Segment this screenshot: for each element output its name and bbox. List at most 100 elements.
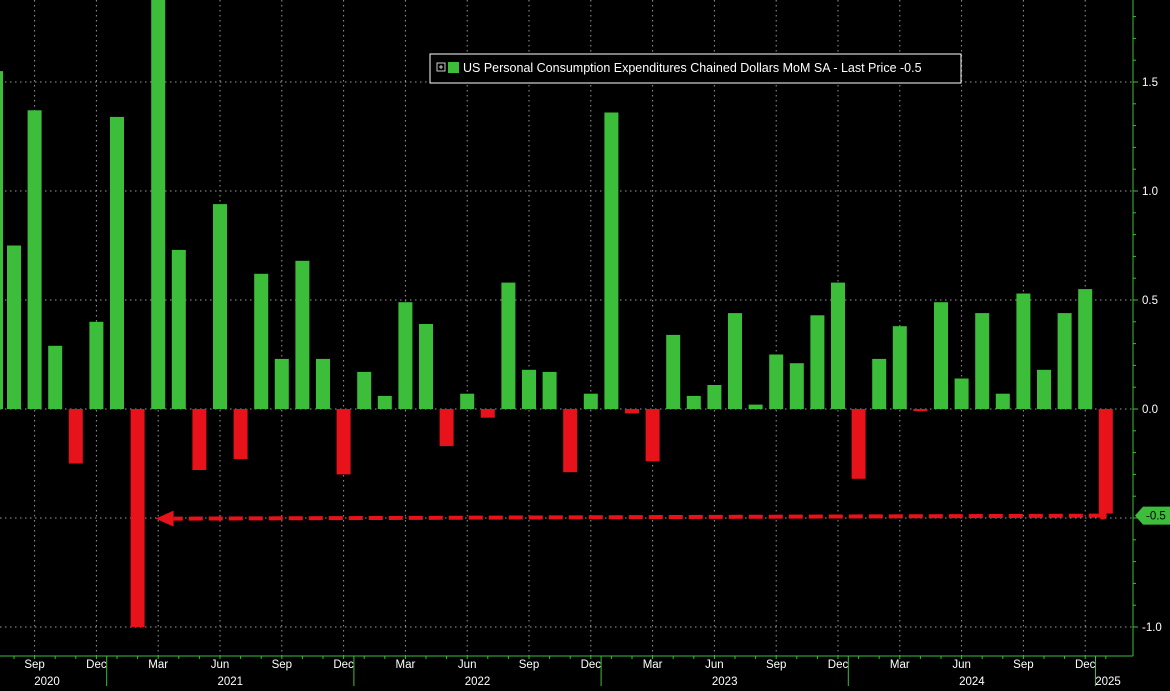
x-year-label: 2024 — [959, 676, 985, 686]
bar — [995, 393, 1010, 409]
bar — [728, 313, 742, 409]
bar — [110, 116, 124, 410]
bar — [439, 409, 454, 447]
y-tick-label: 0.0 — [1142, 404, 1158, 416]
bar-partial — [0, 71, 3, 409]
x-year-label: 2025 — [1095, 676, 1121, 686]
bar — [171, 249, 186, 409]
x-tick-label: Jun — [952, 659, 971, 671]
y-tick-label: 1.5 — [1142, 77, 1158, 89]
bar — [872, 358, 887, 409]
bar — [542, 371, 557, 409]
bar — [789, 363, 804, 409]
legend-swatch — [448, 62, 459, 73]
x-tick-label: Dec — [581, 659, 602, 671]
annotation-layer — [155, 510, 1107, 527]
legend: US Personal Consumption Expenditures Cha… — [429, 53, 962, 84]
y-tick-label: 1.0 — [1142, 186, 1158, 198]
bar — [1098, 409, 1113, 514]
bar — [1037, 369, 1051, 409]
x-year-label: 2023 — [712, 676, 738, 686]
annotation-origin-dot — [1098, 511, 1107, 520]
x-tick-label: Jun — [211, 659, 230, 671]
bars-layer — [0, 0, 1113, 627]
legend-label: US Personal Consumption Expenditures Cha… — [463, 61, 922, 75]
bar — [1057, 313, 1072, 409]
bar — [686, 395, 701, 409]
x-tick-label: Sep — [1013, 659, 1033, 671]
bar — [254, 273, 269, 409]
bar — [151, 0, 166, 409]
bar — [522, 369, 536, 409]
bar — [274, 358, 289, 409]
bar — [398, 302, 413, 409]
bar — [501, 282, 516, 409]
bar — [460, 393, 475, 409]
bar — [89, 321, 104, 409]
x-tick-label: Dec — [86, 659, 107, 671]
x-tick-label: Jun — [458, 659, 477, 671]
bar — [419, 324, 433, 409]
bar — [604, 112, 619, 409]
bar — [892, 326, 907, 409]
plus-box-icon[interactable] — [436, 62, 446, 72]
bar — [769, 354, 784, 409]
x-tick-label: Sep — [519, 659, 539, 671]
bar — [851, 409, 866, 479]
x-tick-label: Sep — [272, 659, 292, 671]
bar — [316, 358, 330, 409]
grid-layer — [0, 0, 1133, 656]
bar — [707, 385, 722, 409]
x-tick-label: Jun — [705, 659, 724, 671]
x-year-label: 2020 — [34, 676, 60, 686]
bar — [810, 315, 825, 409]
x-year-label: 2022 — [465, 676, 491, 686]
x-tick-label: Dec — [333, 659, 354, 671]
bar — [645, 409, 660, 462]
y-tick-label: -1.0 — [1142, 622, 1162, 634]
bar — [192, 409, 207, 470]
bar — [831, 282, 845, 409]
bar — [1016, 293, 1031, 409]
bar — [295, 260, 310, 409]
bar — [625, 409, 639, 414]
last-price-label: -0.5 — [1146, 511, 1166, 523]
bar — [336, 409, 351, 475]
x-year-label: 2021 — [218, 676, 244, 686]
x-tick-label: Mar — [148, 659, 168, 671]
last-price-tag — [1135, 506, 1170, 525]
bar — [480, 409, 495, 418]
bar — [27, 110, 42, 410]
bar — [130, 409, 145, 627]
bar — [1078, 289, 1093, 409]
x-tick-label: Sep — [766, 659, 786, 671]
x-tick-label: Sep — [24, 659, 44, 671]
bar — [48, 345, 63, 409]
x-tick-label: Dec — [1075, 659, 1096, 671]
bar — [934, 302, 948, 409]
bar — [583, 393, 598, 409]
legend-box — [429, 53, 962, 84]
bar — [975, 313, 990, 409]
bar — [913, 409, 928, 412]
bar — [7, 245, 21, 409]
y-tick-label: 0.5 — [1142, 295, 1158, 307]
bar — [377, 395, 392, 409]
x-tick-label: Mar — [395, 659, 415, 671]
x-tick-label: Mar — [643, 659, 663, 671]
x-tick-label: Dec — [828, 659, 849, 671]
bar — [563, 409, 578, 473]
bar — [68, 409, 83, 464]
annotation-arrowhead — [155, 510, 174, 527]
bar — [213, 204, 227, 409]
x-tick-label: Mar — [890, 659, 910, 671]
bar — [357, 371, 372, 409]
bar — [748, 404, 763, 409]
bar — [954, 378, 969, 409]
bar — [666, 334, 681, 409]
bar — [233, 409, 248, 460]
annotation-arrow-line — [173, 513, 1103, 521]
